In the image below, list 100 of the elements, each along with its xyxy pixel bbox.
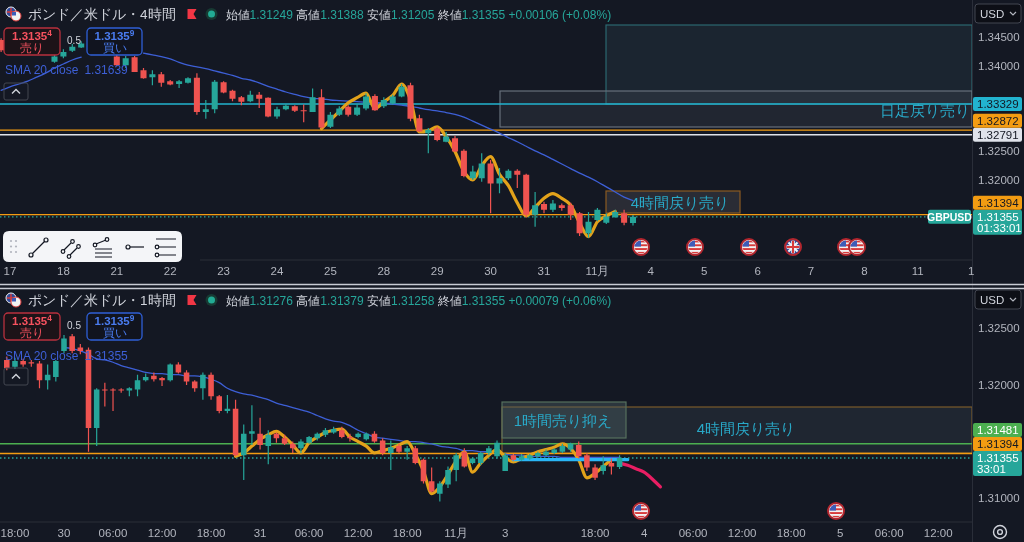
candlestick [396, 443, 402, 453]
annotation: 1.3135$^{9}$ [94, 28, 135, 42]
x-tick-label: 6 [754, 265, 761, 277]
candlestick [159, 376, 165, 387]
x-tick-label: 22 [163, 265, 177, 277]
candlestick [549, 200, 556, 212]
x-tick-label: 5 [701, 265, 708, 277]
x-tick-label: 21 [110, 265, 124, 277]
annotation: 売り [20, 327, 44, 339]
annotation: 買い [102, 42, 127, 54]
currency-dropdown: USD [974, 289, 1022, 310]
annotation: 1.3135$^{4}$ [12, 28, 53, 42]
ref-line-label: 1.32872 [977, 114, 1019, 127]
y-tick-label: 1.34500 [978, 31, 1020, 44]
x-tick-label: 12:00 [727, 527, 757, 539]
candlestick [110, 388, 116, 411]
candlestick [20, 358, 26, 367]
x-tick-label: 28 [377, 265, 391, 277]
candlestick [298, 439, 304, 453]
candlestick [494, 440, 500, 459]
candlestick [600, 456, 607, 475]
annotation: 1.3135$^{4}$ [12, 313, 53, 327]
x-tick-label: 06:00 [294, 527, 324, 539]
ref-line-label: 1.31394 [977, 437, 1020, 450]
ref-line-label: 1.31481 [977, 423, 1019, 436]
candlestick [167, 80, 174, 86]
ref-line-label: 1.32791 [977, 128, 1019, 141]
x-tick-label: 06:00 [98, 527, 128, 539]
annotation: 0.5 [67, 35, 82, 46]
ref-line-label: 1.31394 [977, 196, 1020, 209]
x-tick-label: 1 [968, 265, 975, 277]
x-tick-label: 06:00 [874, 527, 904, 539]
x-tick-label: 18:00 [776, 527, 806, 539]
candlestick [102, 382, 108, 407]
annotation: 4時間戻り売り [630, 193, 730, 211]
candlestick [257, 417, 263, 450]
y-tick-label: 1.32500 [978, 322, 1020, 335]
x-tick-label: 18:00 [196, 527, 226, 539]
annotation: 売り [20, 42, 44, 54]
candlestick [339, 426, 345, 439]
x-tick-label: 12:00 [923, 527, 953, 539]
candlestick [347, 433, 353, 442]
annotation: 4時間戻り売り [696, 419, 796, 437]
buy-button: 1.3135$^{9}$ 買い [86, 312, 143, 341]
annotation: 日足戻り売り [880, 101, 970, 119]
candlestick [496, 168, 503, 194]
sell-button: 1.3135$^{4}$ 売り [3, 312, 61, 341]
series-label: SMA 20 close [5, 349, 79, 363]
candlestick [551, 448, 557, 455]
annotation: 0.5 [67, 320, 82, 331]
x-tick-label: 3 [501, 527, 509, 539]
candlestick [229, 89, 236, 102]
candlestick [208, 372, 214, 400]
x-tick-label: 17 [3, 265, 17, 277]
x-tick-label: 18:00 [392, 527, 422, 539]
candlestick [306, 435, 312, 444]
text: 01:33:01 [977, 222, 1022, 235]
x-tick-label: 12:00 [343, 527, 373, 539]
chart-subtitle: 始値1.31276 高値1.31379 安値1.31258 終値1.31355 +0.00079 (+0.06%) [225, 293, 612, 308]
x-tick-label: 5 [836, 527, 844, 539]
x-tick-label: 18 [57, 265, 70, 277]
x-tick-label: 4 [640, 527, 648, 539]
y-tick-label: 1.32500 [978, 145, 1020, 158]
x-tick-label: 8 [861, 265, 868, 277]
candlestick [273, 106, 281, 119]
text: 33:01 [977, 463, 1006, 476]
candlestick [318, 89, 325, 129]
candlestick [592, 464, 598, 481]
candlestick [584, 452, 590, 472]
x-tick-label: 30 [57, 527, 71, 539]
x-tick-label: 11月 [585, 265, 610, 277]
x-tick-label: 11 [911, 265, 924, 277]
x-tick-label: 24 [270, 265, 284, 277]
candlestick [486, 446, 492, 456]
ref-line-label: 1.33329 [977, 98, 1019, 111]
chart-title: ポンド／米ドル・1時間 [28, 293, 176, 308]
annotation: 1.3135$^{9}$ [94, 313, 135, 327]
currency-dropdown: USD [974, 3, 1022, 24]
annotation: 1時間売り抑え [513, 411, 613, 429]
x-tick-label: 23 [217, 265, 230, 277]
x-tick-label: 06:00 [678, 527, 708, 539]
x-tick-label: 25 [324, 265, 337, 277]
x-tick-label: 31 [537, 265, 551, 277]
ref-line-label: 1.31355 [977, 210, 1019, 223]
annotation: 1.31639 [84, 63, 129, 77]
y-tick-label: 1.31000 [978, 492, 1020, 505]
x-tick-label: 31 [253, 527, 267, 539]
candlestick [437, 481, 443, 502]
y-tick-label: 1.34000 [978, 59, 1020, 72]
candlestick [140, 68, 147, 79]
buy-button: 1.3135$^{9}$ 買い [86, 27, 143, 56]
x-tick-label: 12:00 [147, 527, 177, 539]
candlestick [118, 388, 124, 393]
x-tick-label: 4 [647, 265, 655, 277]
candlestick [184, 77, 192, 84]
x-tick-label: 18:00 [580, 527, 610, 539]
x-tick-label: 30 [484, 265, 497, 277]
annotation: 買い [102, 327, 127, 339]
candlestick [540, 201, 548, 214]
text: 始値1.31249 高値1.31388 安値1.31205 終値1.31355 +0.00106 (+0.08%) [225, 7, 612, 22]
